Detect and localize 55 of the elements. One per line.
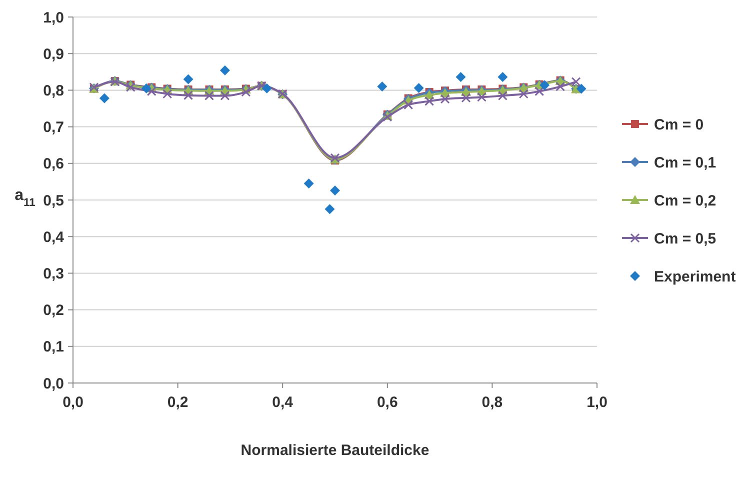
point bbox=[476, 92, 486, 102]
point bbox=[377, 82, 388, 92]
y-tick-label: 0,6 bbox=[43, 156, 64, 173]
legend-label: Cm = 0,2 bbox=[654, 192, 716, 210]
point bbox=[540, 80, 550, 90]
point bbox=[414, 83, 424, 94]
point bbox=[262, 83, 272, 94]
x-axis-title: Normalisierte Bauteildicke bbox=[240, 442, 430, 459]
legend-label: Cm = 0,5 bbox=[654, 230, 716, 248]
point bbox=[184, 90, 194, 100]
point bbox=[534, 86, 544, 96]
legend-label: Cm = 0 bbox=[654, 116, 704, 134]
point bbox=[204, 90, 214, 100]
point bbox=[324, 204, 335, 214]
x-tick-label: 0,2 bbox=[167, 394, 188, 411]
x-tick-label: 0,4 bbox=[272, 394, 294, 411]
point bbox=[241, 87, 251, 97]
point bbox=[126, 82, 136, 92]
legend-label: Cm = 0,1 bbox=[654, 154, 716, 172]
point bbox=[141, 83, 152, 94]
point bbox=[440, 94, 450, 104]
point bbox=[183, 74, 194, 84]
point bbox=[424, 96, 434, 106]
y-tick-label: 0,3 bbox=[43, 265, 64, 282]
y-axis-title: a$_{11}$ bbox=[14, 187, 36, 209]
y-tick-label: 0,0 bbox=[43, 375, 64, 392]
y-tick-label: 0,7 bbox=[43, 119, 64, 136]
y-tick-label: 0,2 bbox=[43, 302, 64, 320]
point bbox=[576, 84, 586, 94]
point bbox=[456, 72, 466, 82]
y-tick-label: 0,4 bbox=[43, 228, 65, 246]
point bbox=[556, 82, 566, 92]
x-tick-label: 0,6 bbox=[376, 394, 398, 411]
point bbox=[571, 77, 581, 87]
x-tick-label: 0,0 bbox=[62, 394, 84, 411]
point bbox=[220, 90, 230, 100]
legend-label: Experiment bbox=[654, 268, 736, 286]
point bbox=[518, 89, 528, 99]
x-tick-label: 1,0 bbox=[586, 394, 608, 411]
point bbox=[220, 65, 230, 76]
y-tick-label: 0,9 bbox=[43, 46, 64, 63]
y-tick-label: 0,1 bbox=[43, 338, 64, 356]
x-tick-label: 0,8 bbox=[482, 394, 503, 411]
point bbox=[461, 93, 471, 103]
point bbox=[498, 72, 508, 82]
y-tick-label: 0,5 bbox=[43, 192, 64, 210]
point bbox=[99, 93, 110, 104]
y-tick-label: 1,0 bbox=[43, 9, 64, 26]
y-tick-label: 0,8 bbox=[43, 82, 64, 100]
point bbox=[330, 185, 340, 196]
point bbox=[162, 89, 172, 99]
point bbox=[146, 86, 156, 96]
point bbox=[304, 178, 314, 189]
point bbox=[404, 100, 414, 110]
point bbox=[498, 90, 508, 100]
